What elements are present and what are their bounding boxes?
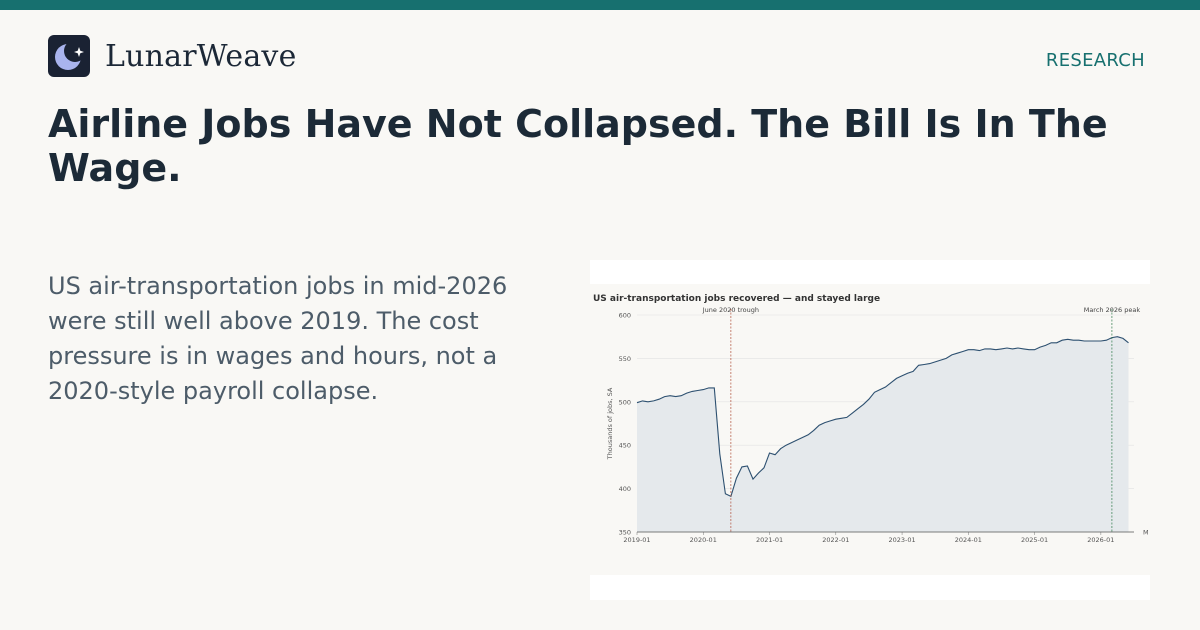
chart-panel: US air-transportation jobs recovered — a…	[590, 284, 1150, 575]
annotation-label: June 2020 trough	[702, 306, 759, 314]
y-tick-label: 600	[619, 312, 631, 320]
y-tick-label: 400	[619, 485, 631, 493]
x-tick-label: 2025-01	[1021, 536, 1048, 544]
x-tick-label: 2022-01	[822, 536, 849, 544]
nav-research-link[interactable]: RESEARCH	[1045, 50, 1145, 71]
brand[interactable]: LunarWeave	[48, 35, 297, 77]
x-tick-label: 2026-01	[1087, 536, 1114, 544]
chart-svg: 350 400 450 500 550 600 2019-01 2020-01 2021-01 2…	[606, 306, 1149, 544]
moon-star-icon	[48, 35, 90, 77]
x-tick-label: 2023-01	[888, 536, 915, 544]
chart-card: US air-transportation jobs recovered — a…	[590, 260, 1150, 600]
x-tick-label: 2019-01	[623, 536, 650, 544]
series-area	[637, 336, 1129, 532]
y-tick-label: 500	[619, 398, 631, 406]
x-axis-extra-label: M	[1143, 529, 1149, 537]
brand-name: LunarWeave	[105, 38, 297, 74]
chart-title: US air-transportation jobs recovered — a…	[593, 294, 881, 304]
x-tick-label: 2020-01	[690, 536, 717, 544]
headline: Airline Jobs Have Not Collapsed. The Bil…	[48, 102, 1108, 190]
y-axis-label: Thousands of jobs, SA	[606, 387, 614, 460]
x-tick-label: 2024-01	[955, 536, 982, 544]
series-line	[636, 336, 1129, 498]
annotation-label: March 2026 peak	[1084, 306, 1141, 314]
x-tick-label: 2021-01	[756, 536, 783, 544]
y-tick-label: 450	[619, 442, 631, 450]
y-tick-label: 550	[619, 355, 631, 363]
y-tick-label: 350	[619, 529, 631, 537]
subhead: US air-transportation jobs in mid-2026 w…	[48, 272, 508, 405]
top-accent-bar	[0, 0, 1200, 10]
